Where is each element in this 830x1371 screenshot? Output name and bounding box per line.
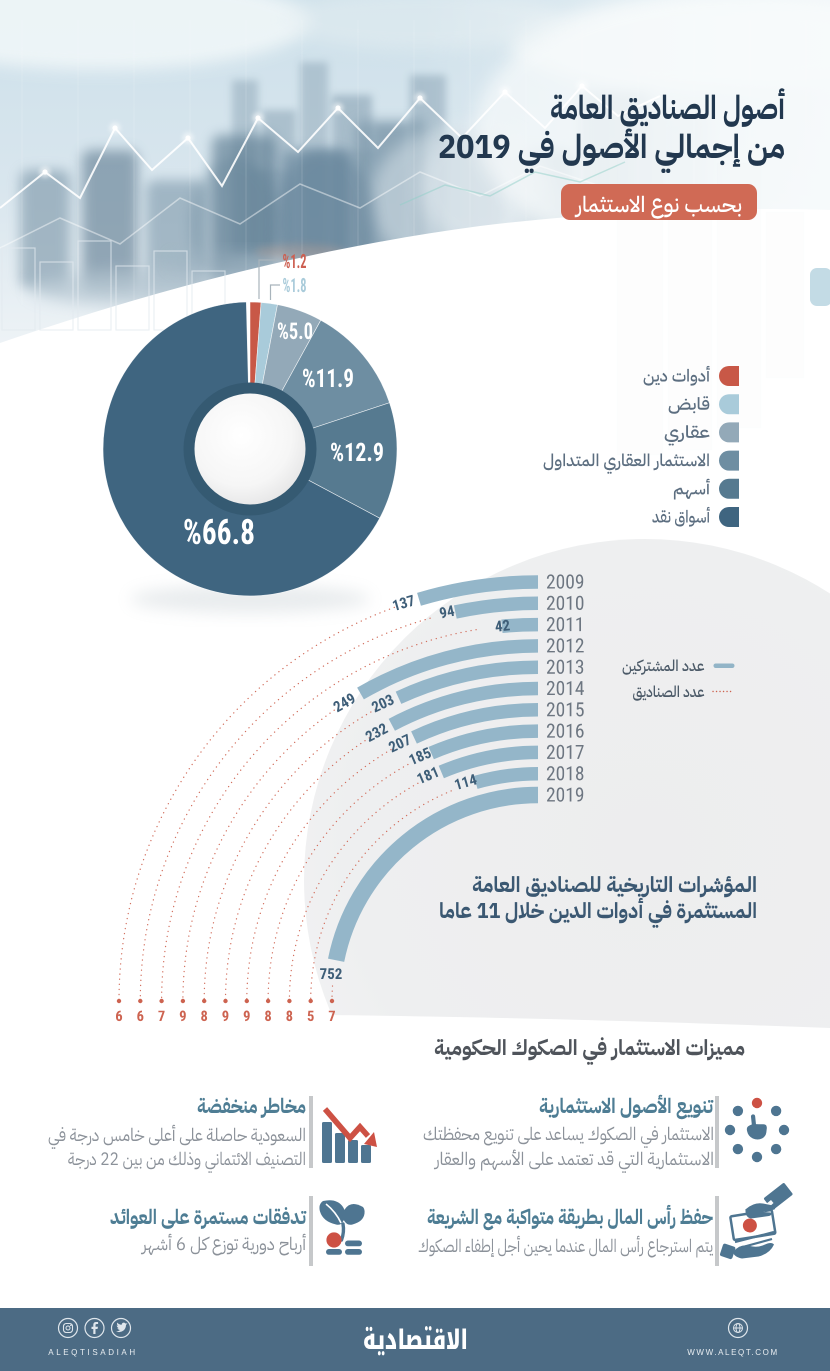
svg-text:ALEQTISADIAH: ALEQTISADIAH — [48, 1348, 137, 1357]
svg-text:WWW.ALEQT.COM: WWW.ALEQT.COM — [687, 1348, 778, 1357]
